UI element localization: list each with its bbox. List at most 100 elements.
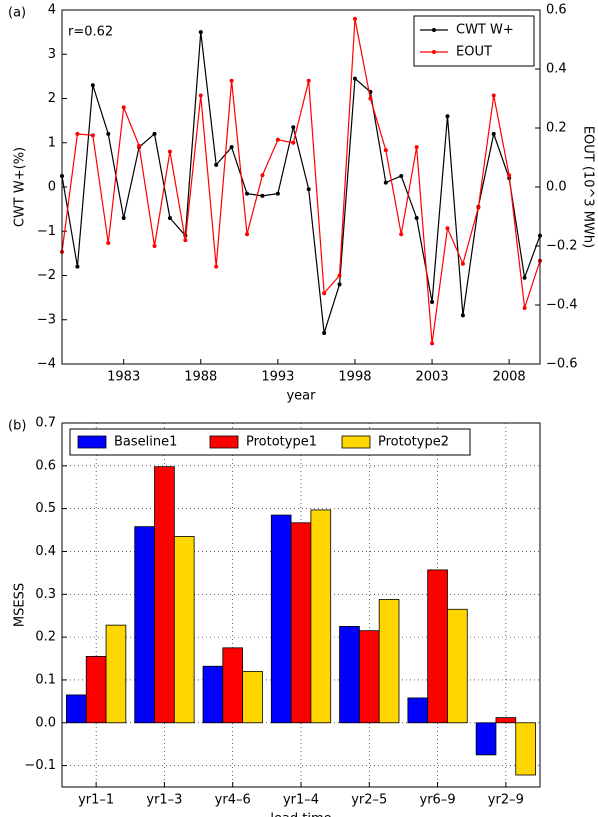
point (306, 187, 311, 192)
point (167, 215, 172, 220)
x-tick-label: yr6–9 (420, 793, 456, 808)
bar (242, 670, 263, 724)
y-tick-label: 2 (48, 91, 56, 106)
bar (134, 526, 155, 724)
x-tick-label: yr1–3 (146, 793, 182, 808)
legend-label: Baseline1 (114, 435, 177, 450)
point (414, 145, 419, 150)
legend-swatch (209, 435, 239, 449)
y-tick-label: −3 (37, 312, 56, 327)
legend-marker (432, 28, 436, 32)
series-line (62, 18, 540, 344)
y2-tick-label: −0.2 (546, 239, 578, 254)
y-tick-label: −4 (37, 357, 56, 372)
point (337, 273, 342, 278)
panel: (a) −4 −3 −2 −1 0 1 2 3 4 CWT W+(%) year 1983 1988 199… (8, 3, 596, 404)
bar (173, 536, 195, 724)
annotation: r=0.62 (68, 25, 113, 40)
panel: (b) −0.1 0.0 0.1 0.2 0.3 0.4 0.5 0.6 0.7 MSESS lead… (8, 416, 541, 817)
legend-marker (432, 50, 436, 54)
y2-axis-label: EOUT (10^3 MWh) (581, 126, 596, 248)
point (445, 114, 450, 119)
point (260, 173, 265, 178)
x-axis-label: lead time (270, 812, 331, 817)
bar (310, 509, 332, 724)
point (414, 215, 419, 220)
point (183, 238, 188, 243)
bar (427, 569, 448, 724)
plot-frame (61, 422, 541, 788)
y-tick-label: 0.2 (35, 630, 56, 645)
legend-label: Prototype2 (378, 435, 449, 450)
point (106, 241, 111, 246)
y-tick-label: 0.1 (35, 672, 56, 687)
point (507, 173, 512, 178)
point (121, 105, 126, 110)
point (430, 300, 435, 305)
y2-tick-label: −0.6 (546, 357, 578, 372)
y2-tick-label: 0.0 (546, 180, 567, 195)
y2-tick-label: 0.4 (546, 62, 567, 77)
point (152, 244, 157, 248)
point (275, 137, 280, 142)
point (75, 264, 80, 269)
x-tick-label: yr1–1 (78, 793, 114, 808)
bar (154, 466, 175, 724)
y2-tick-label: 0.6 (546, 3, 567, 18)
x-tick-label: 1983 (107, 370, 140, 385)
point (90, 133, 95, 138)
x-tick-label: 2003 (416, 370, 449, 385)
x-tick-label: 1993 (261, 370, 294, 385)
legend-swatch (341, 435, 371, 449)
point (430, 341, 435, 346)
point (399, 232, 404, 237)
y-tick-label: 0.7 (35, 416, 56, 431)
x-tick-label: 1998 (338, 370, 371, 385)
point (322, 291, 327, 296)
point (352, 76, 357, 81)
y-tick-label: −2 (37, 268, 56, 283)
bar (222, 647, 244, 724)
point (275, 191, 280, 196)
x-tick-label: yr2–5 (351, 793, 387, 808)
point (106, 131, 111, 136)
point (260, 193, 265, 198)
bar (378, 599, 400, 724)
point (121, 215, 126, 220)
y-tick-label: 0.0 (35, 715, 56, 730)
point (491, 131, 496, 136)
point (214, 264, 219, 269)
legend-box (69, 428, 471, 456)
point (522, 275, 527, 280)
point (476, 205, 481, 210)
y-tick-label: −1 (37, 224, 56, 239)
point (368, 96, 373, 101)
point (167, 149, 172, 154)
x-tick-label: yr1–4 (283, 793, 319, 808)
point (291, 140, 296, 145)
legend-label: Prototype1 (246, 435, 317, 450)
x-tick-label: 1988 (184, 370, 217, 385)
y-tick-label: 0.5 (35, 501, 56, 516)
point (322, 331, 327, 336)
point (229, 78, 234, 83)
y2-tick-label: −0.4 (546, 298, 578, 313)
point (445, 226, 450, 231)
bar (358, 630, 380, 724)
x-tick-label: yr4–6 (215, 793, 251, 808)
point (352, 16, 357, 21)
point (522, 305, 527, 310)
panel-label: (a) (8, 6, 26, 21)
bar (66, 694, 87, 724)
bar (407, 697, 429, 724)
y-tick-label: 0.4 (35, 544, 56, 559)
point (460, 313, 465, 318)
x-tick-label: 2008 (493, 370, 526, 385)
legend-label: CWT W+ (456, 23, 514, 38)
point (399, 173, 404, 178)
plot-frame (61, 9, 541, 365)
panel-label: (b) (8, 419, 26, 434)
y-tick-label: 4 (48, 3, 56, 18)
legend-swatch (77, 435, 107, 449)
point (245, 191, 250, 196)
